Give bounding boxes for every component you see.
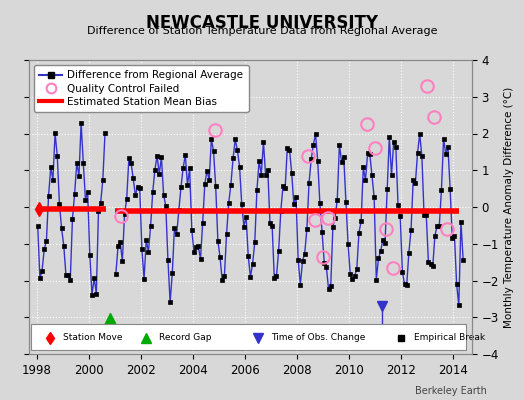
- Text: Station Move: Station Move: [63, 333, 122, 342]
- Text: Berkeley Earth: Berkeley Earth: [416, 386, 487, 396]
- Text: NEWCASTLE UNIVERSITY: NEWCASTLE UNIVERSITY: [146, 14, 378, 32]
- Legend: Difference from Regional Average, Quality Control Failed, Estimated Station Mean: Difference from Regional Average, Qualit…: [34, 65, 248, 112]
- FancyBboxPatch shape: [31, 324, 466, 350]
- Text: Record Gap: Record Gap: [159, 333, 212, 342]
- Text: Difference of Station Temperature Data from Regional Average: Difference of Station Temperature Data f…: [87, 26, 437, 36]
- Text: Time of Obs. Change: Time of Obs. Change: [271, 333, 365, 342]
- Y-axis label: Monthly Temperature Anomaly Difference (°C): Monthly Temperature Anomaly Difference (…: [504, 86, 514, 328]
- Text: Empirical Break: Empirical Break: [414, 333, 485, 342]
